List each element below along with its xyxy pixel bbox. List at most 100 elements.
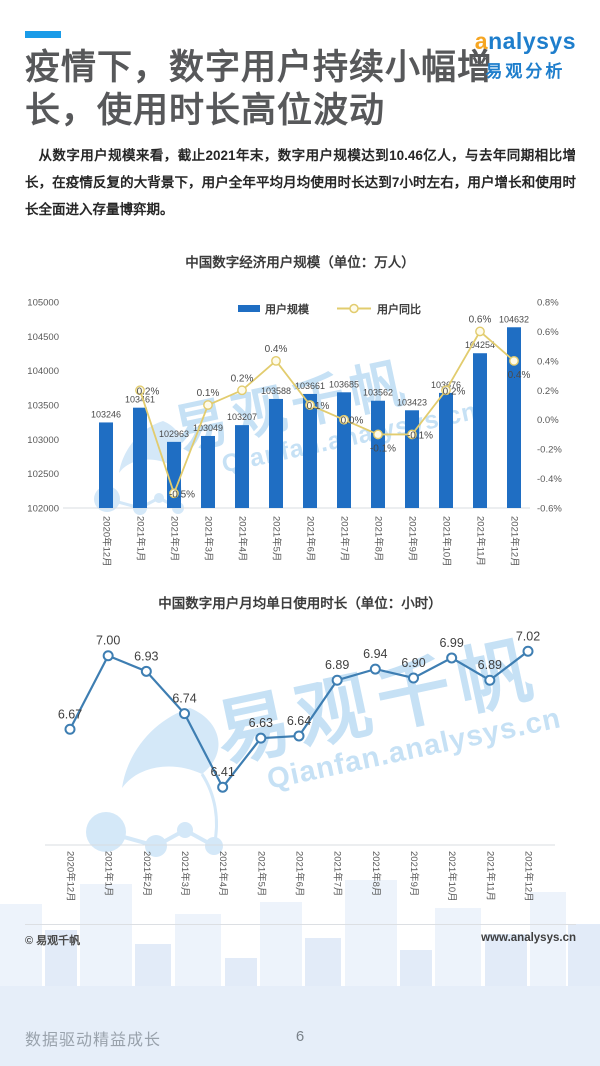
svg-text:103461: 103461 <box>125 395 155 405</box>
svg-text:7.02: 7.02 <box>516 629 540 643</box>
svg-text:6.93: 6.93 <box>134 649 158 663</box>
svg-text:0.2%: 0.2% <box>537 386 559 397</box>
copyright-row: © 易观千帆 www.analysys.cn <box>25 932 576 948</box>
svg-text:102000: 102000 <box>27 504 59 515</box>
svg-text:-0.2%: -0.2% <box>537 445 562 456</box>
svg-text:2021年9月: 2021年9月 <box>408 851 420 896</box>
svg-text:102963: 102963 <box>159 429 189 439</box>
svg-text:103500: 103500 <box>27 401 59 412</box>
svg-text:0.2%: 0.2% <box>231 373 254 384</box>
svg-text:2021年4月: 2021年4月 <box>217 851 229 896</box>
svg-text:2021年2月: 2021年2月 <box>169 516 181 561</box>
chart-title: 中国数字经济用户规模（单位：万人） <box>185 254 415 270</box>
svg-text:2021年11月: 2021年11月 <box>475 516 487 566</box>
copyright-text: © 易观千帆 <box>25 935 81 947</box>
legend-line-label: 用户同比 <box>377 302 421 316</box>
svg-text:-0.5%: -0.5% <box>169 489 195 500</box>
page-title-line1: 疫情下，数字用户持续小幅增 <box>25 48 494 87</box>
svg-text:103207: 103207 <box>227 412 257 422</box>
svg-text:103000: 103000 <box>27 435 59 446</box>
svg-text:0.1%: 0.1% <box>307 401 330 412</box>
svg-text:6.89: 6.89 <box>478 658 502 672</box>
svg-text:6.64: 6.64 <box>287 714 311 728</box>
svg-text:-0.4%: -0.4% <box>537 474 562 485</box>
svg-text:6.67: 6.67 <box>58 707 82 721</box>
svg-text:0.1%: 0.1% <box>197 388 220 399</box>
svg-text:2021年10月: 2021年10月 <box>446 851 458 902</box>
svg-text:0.6%: 0.6% <box>537 327 559 338</box>
svg-text:103588: 103588 <box>261 386 291 396</box>
svg-text:0.2%: 0.2% <box>443 386 466 397</box>
svg-text:103246: 103246 <box>91 409 121 419</box>
svg-text:104500: 104500 <box>27 332 59 343</box>
svg-text:104254: 104254 <box>465 340 495 350</box>
svg-text:103423: 103423 <box>397 397 427 407</box>
svg-text:2021年12月: 2021年12月 <box>509 516 521 567</box>
svg-text:0.0%: 0.0% <box>341 416 364 427</box>
svg-text:2021年5月: 2021年5月 <box>255 851 267 896</box>
svg-text:102500: 102500 <box>27 469 59 480</box>
city-skyline-graphic <box>0 880 600 1066</box>
svg-text:103562: 103562 <box>363 388 393 398</box>
svg-text:103661: 103661 <box>295 381 325 391</box>
svg-text:-0.1%: -0.1% <box>407 430 433 441</box>
svg-text:2021年2月: 2021年2月 <box>141 851 153 896</box>
svg-text:2021年1月: 2021年1月 <box>135 516 147 561</box>
logo-chinese-name: 易观分析 <box>485 62 566 81</box>
website-link[interactable]: www.analysys.cn <box>481 932 576 944</box>
svg-text:6.94: 6.94 <box>363 647 387 661</box>
svg-text:0.4%: 0.4% <box>537 356 559 367</box>
svg-text:104632: 104632 <box>499 314 529 324</box>
svg-text:7.00: 7.00 <box>96 634 120 648</box>
svg-text:6.41: 6.41 <box>210 765 234 779</box>
svg-text:2021年11月: 2021年11月 <box>484 851 496 901</box>
svg-text:2021年3月: 2021年3月 <box>203 516 215 561</box>
svg-text:103676: 103676 <box>431 380 461 390</box>
analysys-logo: analysys 易观分析 <box>475 28 576 82</box>
svg-text:2021年12月: 2021年12月 <box>523 851 535 902</box>
chart-title: 中国数字用户月均单日使用时长（单位：小时） <box>158 595 442 611</box>
svg-text:0.8%: 0.8% <box>537 298 559 309</box>
svg-text:2021年7月: 2021年7月 <box>339 516 351 561</box>
legend-bar-label: 用户规模 <box>265 302 310 316</box>
page-title: 疫情下，数字用户持续小幅增 长，使用时长高位波动 <box>25 46 495 132</box>
svg-text:-0.6%: -0.6% <box>537 504 562 515</box>
intro-paragraph: 从数字用户规模来看，截止2021年末，数字用户规模达到10.46亿人，与去年同期… <box>25 148 576 217</box>
svg-text:2020年12月: 2020年12月 <box>65 851 77 902</box>
page-number: 6 <box>295 1028 305 1045</box>
svg-text:103685: 103685 <box>329 379 359 389</box>
usage-duration-chart: 中国数字用户月均单日使用时长（单位：小时） 6.67 7.00 6.93 6.74 6.4… <box>45 595 555 902</box>
svg-text:0.6%: 0.6% <box>469 314 492 325</box>
svg-text:2021年7月: 2021年7月 <box>332 851 344 896</box>
svg-text:2021年5月: 2021年5月 <box>271 516 283 561</box>
svg-text:6.99: 6.99 <box>439 636 463 650</box>
svg-text:-0.1%: -0.1% <box>370 443 396 454</box>
svg-text:6.63: 6.63 <box>249 716 273 730</box>
digital-users-scale-chart: 中国数字经济用户规模（单位：万人） 用户规模 用户同比 105000 104500 104… <box>27 254 562 567</box>
svg-text:0.0%: 0.0% <box>537 415 559 426</box>
logo-wordmark: analysys <box>474 28 576 54</box>
svg-text:6.90: 6.90 <box>401 656 425 670</box>
svg-text:6.89: 6.89 <box>325 658 349 672</box>
svg-text:103049: 103049 <box>193 423 223 433</box>
svg-text:2021年6月: 2021年6月 <box>294 851 306 896</box>
footer-tagline: 数据驱动精益成长 <box>25 1032 162 1049</box>
svg-text:2020年12月: 2020年12月 <box>101 516 113 567</box>
svg-text:2021年6月: 2021年6月 <box>305 516 317 561</box>
svg-text:2021年8月: 2021年8月 <box>373 516 385 561</box>
accent-bar <box>25 31 61 38</box>
svg-text:0.2%: 0.2% <box>137 386 160 397</box>
svg-text:2021年1月: 2021年1月 <box>103 851 115 896</box>
svg-text:6.74: 6.74 <box>172 692 196 706</box>
svg-text:2021年10月: 2021年10月 <box>441 516 453 567</box>
svg-text:0.4%: 0.4% <box>265 344 288 355</box>
svg-text:2021年9月: 2021年9月 <box>407 516 419 561</box>
svg-text:2021年3月: 2021年3月 <box>179 851 191 896</box>
svg-text:104000: 104000 <box>27 366 59 377</box>
footer-divider <box>25 924 576 925</box>
svg-text:2021年4月: 2021年4月 <box>237 516 249 561</box>
svg-text:105000: 105000 <box>27 298 59 309</box>
svg-text:0.4%: 0.4% <box>508 370 531 381</box>
page-title-line2: 长，使用时长高位波动 <box>25 91 386 130</box>
